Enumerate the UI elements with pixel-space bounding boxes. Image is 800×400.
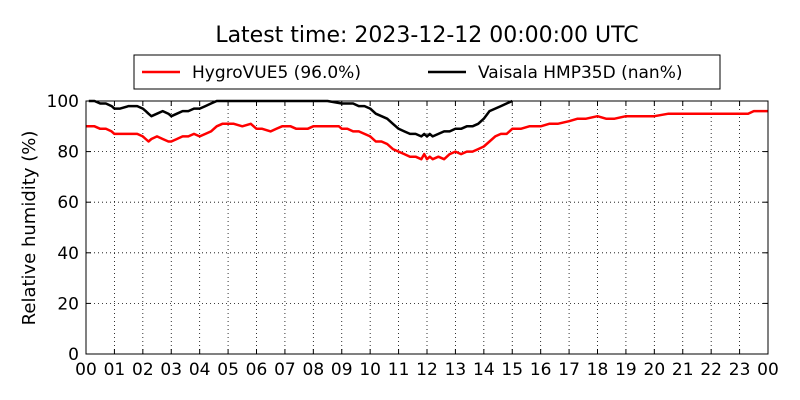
x-tick-label: 21 [672, 360, 694, 380]
legend-label-vaisala: Vaisala HMP35D (nan%) [478, 63, 682, 83]
series-line-hygrovue5 [86, 109, 768, 161]
y-tick-label: 100 [47, 92, 79, 112]
x-tick-label: 13 [445, 360, 467, 380]
x-tick-label: 00 [75, 360, 97, 380]
x-tick-label: 11 [388, 360, 410, 380]
x-tick-label: 18 [587, 360, 609, 380]
x-tick-label: 23 [729, 360, 751, 380]
x-tick-label: 05 [217, 360, 239, 380]
x-tick-label: 06 [246, 360, 268, 380]
x-tick-label: 00 [757, 360, 779, 380]
y-tick-label: 80 [57, 143, 79, 163]
plot-frame [85, 100, 769, 355]
x-tick-label: 03 [160, 360, 182, 380]
x-tick-label: 15 [501, 360, 523, 380]
legend: HygroVUE5 (96.0%) Vaisala HMP35D (nan%) [133, 54, 721, 90]
grid [86, 101, 768, 354]
x-tick-label: 14 [473, 360, 495, 380]
legend-label-hygrovue5: HygroVUE5 (96.0%) [192, 63, 361, 83]
x-tick-label: 01 [104, 360, 126, 380]
x-tick-label: 12 [416, 360, 438, 380]
x-tick-label: 07 [274, 360, 296, 380]
ticks: 00 01 02 03 04 05 06 07 08 09 10 11 12 13 14 15 16 17 18 19… [47, 92, 779, 380]
series-line-vaisala [88, 99, 513, 138]
x-tick-label: 09 [331, 360, 353, 380]
x-tick-label: 16 [530, 360, 552, 380]
x-tick-label: 10 [359, 360, 381, 380]
legend-box [133, 54, 721, 90]
x-tick-label: 02 [132, 360, 154, 380]
x-tick-label: 20 [644, 360, 666, 380]
y-tick-label: 60 [57, 193, 79, 213]
x-tick-label: 17 [558, 360, 580, 380]
x-tick-label: 04 [189, 360, 211, 380]
x-tick-label: 22 [700, 360, 722, 380]
y-tick-label: 20 [57, 294, 79, 314]
chart-title: Latest time: 2023-12-12 00:00:00 UTC [215, 23, 638, 48]
y-tick-label: 40 [57, 244, 79, 264]
x-tick-label: 19 [615, 360, 637, 380]
x-tick-label: 08 [303, 360, 325, 380]
y-axis-label: Relative humidity (%) [19, 131, 40, 326]
y-tick-label: 0 [68, 345, 79, 365]
